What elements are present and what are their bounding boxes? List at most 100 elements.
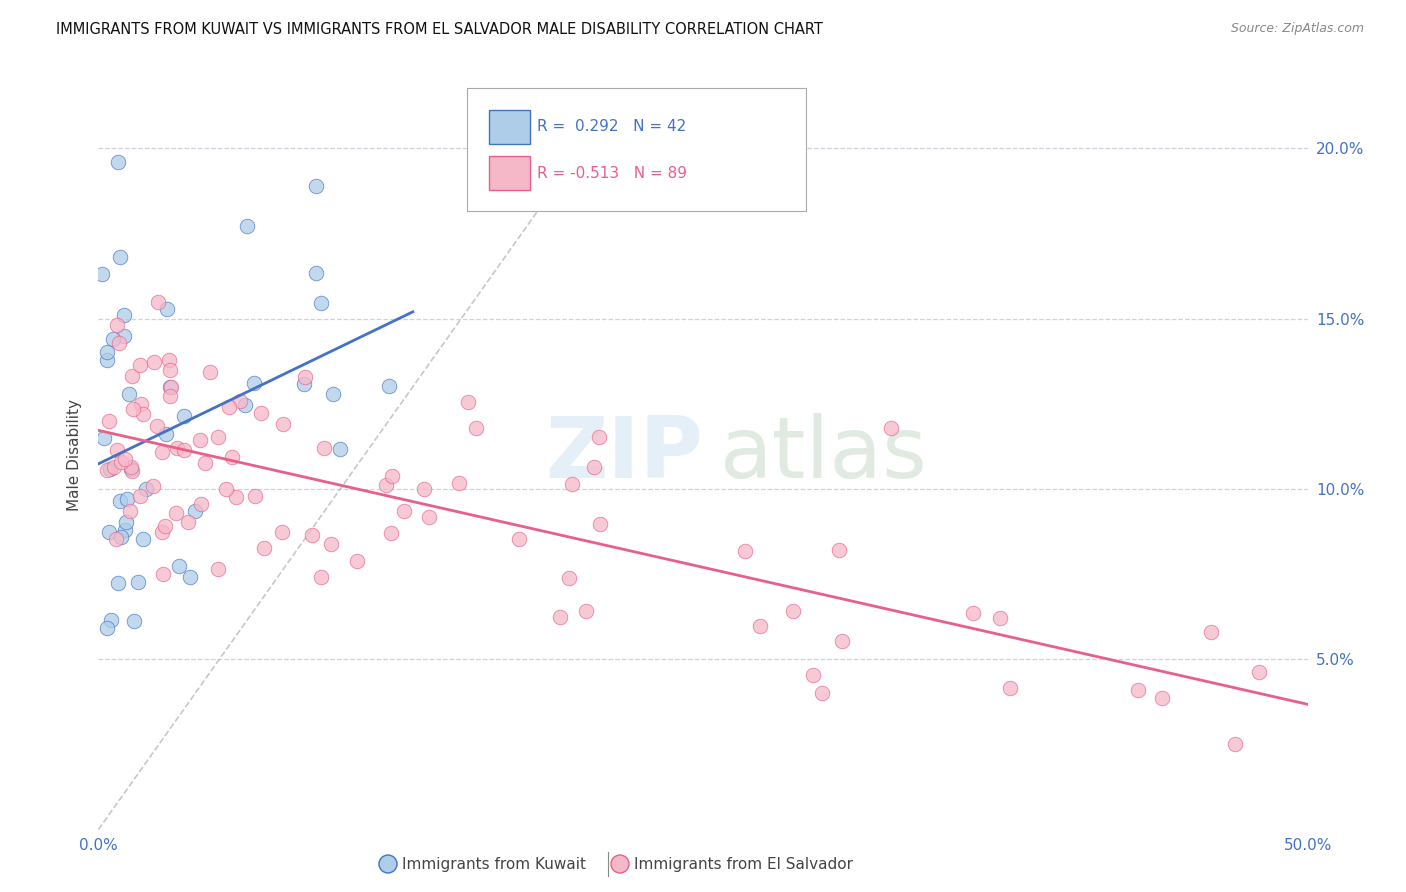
Point	[118, 386, 141, 401]
Point	[294, 370, 316, 384]
Point	[146, 418, 169, 433]
Text: atlas: atlas	[720, 413, 928, 497]
Point	[179, 570, 201, 584]
Point	[194, 456, 217, 470]
Point	[112, 308, 135, 322]
Point	[159, 389, 181, 403]
Circle shape	[380, 855, 396, 873]
Point	[301, 527, 323, 541]
Point	[107, 575, 129, 590]
Point	[508, 532, 530, 546]
Point	[380, 525, 402, 540]
Point	[156, 301, 179, 316]
Point	[811, 686, 834, 700]
Point	[271, 417, 294, 431]
Point	[309, 570, 332, 584]
Point	[108, 335, 131, 350]
Point	[159, 380, 181, 394]
Point	[292, 376, 315, 391]
Point	[103, 459, 125, 474]
Point	[582, 459, 605, 474]
Point	[157, 352, 180, 367]
Point	[782, 604, 804, 618]
Point	[1249, 665, 1271, 679]
Point	[253, 541, 276, 555]
Point	[173, 409, 195, 423]
Point	[828, 543, 851, 558]
Point	[207, 430, 229, 444]
Point	[98, 462, 121, 476]
Point	[152, 567, 174, 582]
Point	[118, 504, 141, 518]
Point	[375, 478, 398, 492]
Point	[108, 251, 131, 265]
Point	[304, 266, 326, 280]
Text: R =  0.292   N = 42: R = 0.292 N = 42	[537, 120, 686, 134]
Point	[831, 633, 853, 648]
Point	[236, 219, 259, 234]
Point	[120, 460, 142, 475]
Point	[188, 433, 211, 447]
Point	[159, 363, 181, 377]
Point	[801, 668, 824, 682]
Point	[561, 477, 583, 491]
Point	[153, 518, 176, 533]
Y-axis label: Male Disability: Male Disability	[67, 399, 83, 511]
Point	[305, 179, 328, 194]
Text: IMMIGRANTS FROM KUWAIT VS IMMIGRANTS FROM EL SALVADOR MALE DISABILITY CORRELATIO: IMMIGRANTS FROM KUWAIT VS IMMIGRANTS FRO…	[56, 22, 823, 37]
Point	[270, 524, 292, 539]
Point	[314, 441, 336, 455]
Point	[1128, 682, 1150, 697]
FancyBboxPatch shape	[467, 87, 806, 211]
Point	[418, 509, 440, 524]
Point	[105, 318, 128, 333]
Point	[173, 442, 195, 457]
Point	[1223, 738, 1246, 752]
Point	[93, 431, 115, 445]
Point	[166, 441, 188, 455]
Point	[962, 606, 984, 620]
Point	[159, 380, 181, 394]
Point	[346, 554, 368, 568]
Text: R = -0.513   N = 89: R = -0.513 N = 89	[537, 166, 688, 181]
Point	[97, 524, 120, 539]
Point	[146, 294, 169, 309]
Point	[879, 420, 901, 434]
Point	[249, 406, 271, 420]
Point	[322, 387, 344, 401]
Point	[110, 455, 132, 469]
Point	[215, 482, 238, 496]
Point	[221, 450, 243, 464]
Point	[97, 414, 120, 428]
Point	[988, 610, 1011, 624]
Point	[449, 475, 471, 490]
Text: Immigrants from Kuwait: Immigrants from Kuwait	[402, 856, 586, 871]
Point	[150, 444, 173, 458]
Point	[165, 507, 187, 521]
Point	[120, 461, 142, 475]
Point	[998, 681, 1021, 695]
Point	[548, 610, 571, 624]
Point	[121, 368, 143, 383]
Point	[177, 515, 200, 529]
Point	[319, 536, 342, 550]
Circle shape	[612, 855, 628, 873]
Point	[412, 482, 434, 496]
Point	[589, 516, 612, 531]
Point	[184, 504, 207, 518]
FancyBboxPatch shape	[489, 156, 530, 190]
Point	[557, 570, 579, 584]
Point	[135, 482, 157, 496]
Point	[142, 479, 165, 493]
Point	[128, 358, 150, 372]
Point	[225, 491, 247, 505]
Point	[218, 401, 240, 415]
Point	[457, 395, 479, 409]
Point	[1152, 690, 1174, 705]
Point	[381, 469, 404, 483]
Point	[243, 489, 266, 503]
Point	[734, 543, 756, 558]
Point	[748, 618, 770, 632]
Text: ZIP: ZIP	[546, 413, 703, 497]
Text: Source: ZipAtlas.com: Source: ZipAtlas.com	[1230, 22, 1364, 36]
